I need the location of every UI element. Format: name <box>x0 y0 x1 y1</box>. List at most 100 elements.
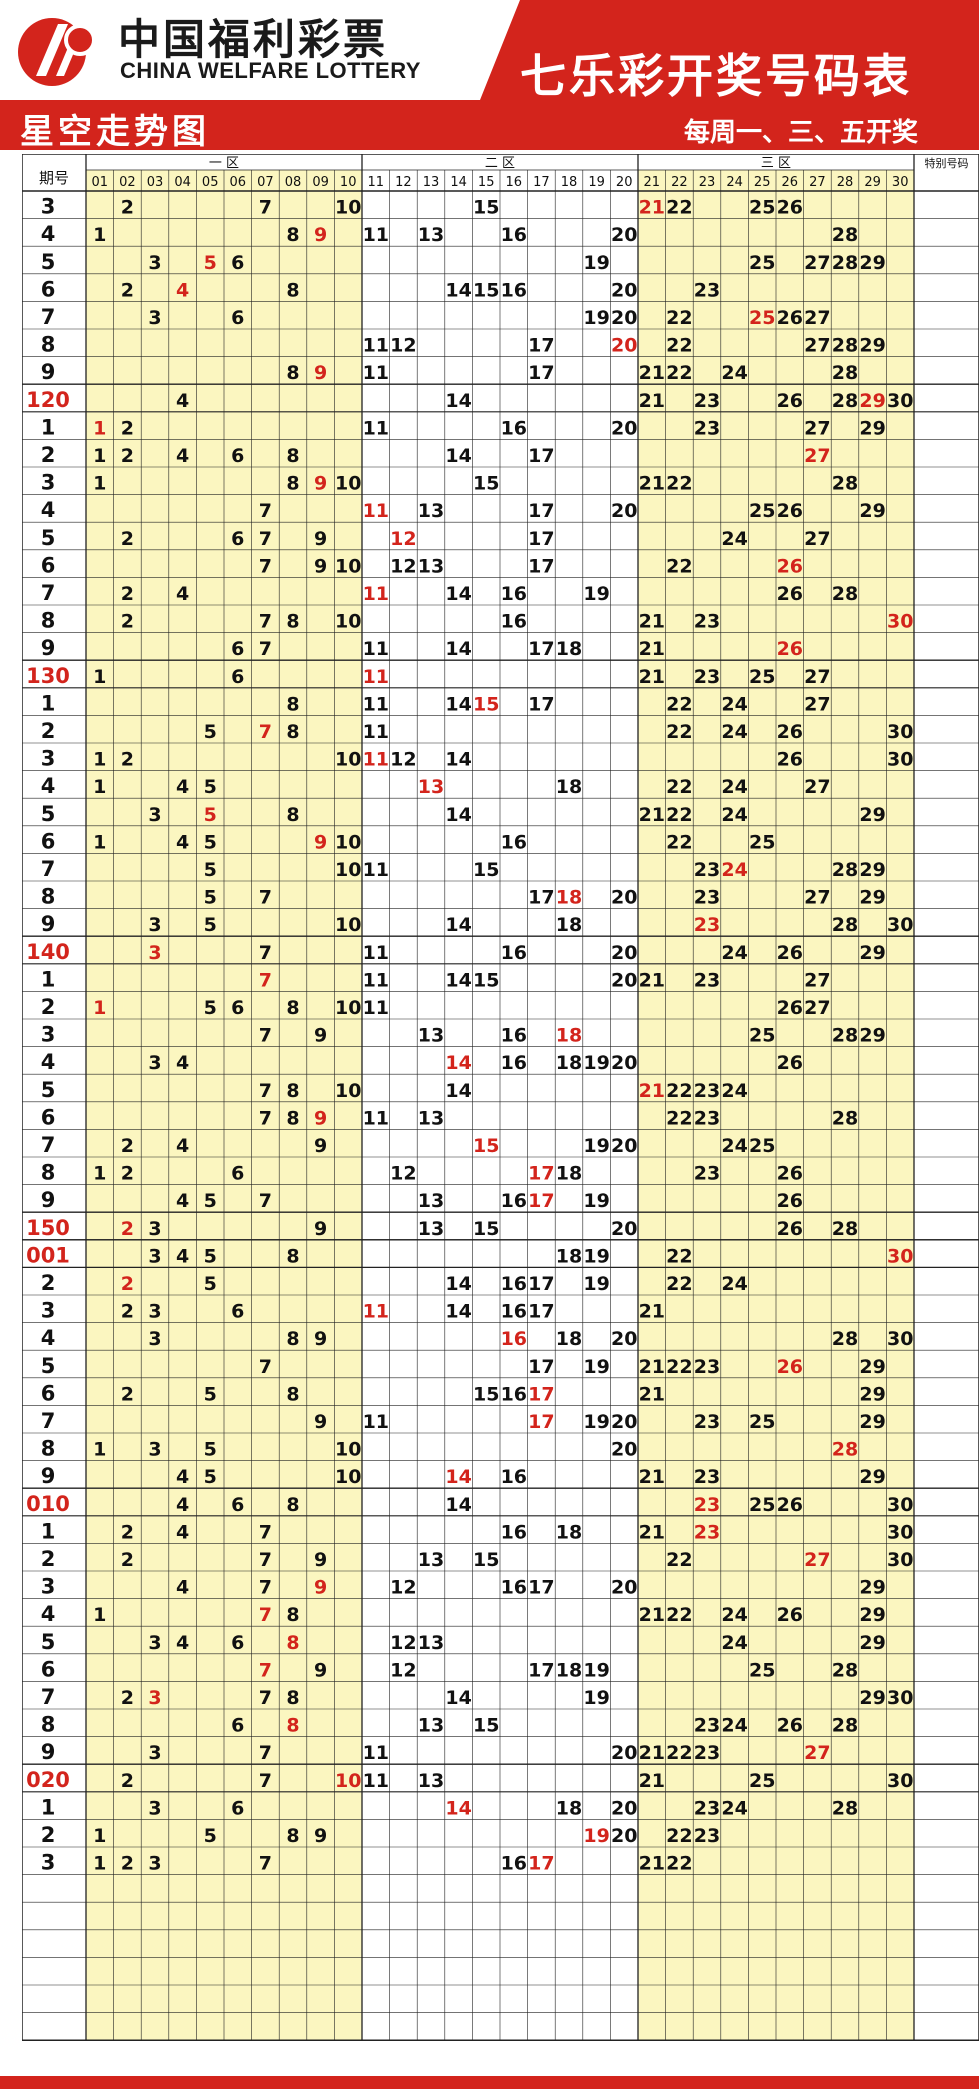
drawn-number: 25 <box>749 197 775 219</box>
drawn-number: 13 <box>418 1632 444 1654</box>
drawn-number: 25 <box>749 1659 775 1681</box>
drawn-number: 9 <box>314 1135 327 1157</box>
drawn-number: 16 <box>501 1190 527 1212</box>
drawn-number: 27 <box>804 776 830 798</box>
drawn-number: 17 <box>528 1273 554 1295</box>
drawn-number: 25 <box>749 1494 775 1516</box>
drawn-number: 13 <box>418 776 444 798</box>
drawn-number: 26 <box>777 500 803 522</box>
drawn-number: 15 <box>473 693 499 715</box>
drawn-number: 3 <box>148 942 161 964</box>
drawn-number: 10 <box>335 1770 361 1792</box>
drawn-number: 7 <box>259 1742 272 1764</box>
drawn-number: 6 <box>231 638 244 660</box>
drawn-number: 29 <box>859 859 885 881</box>
footer-bar <box>0 2076 979 2089</box>
drawn-number: 2 <box>121 1383 134 1405</box>
drawn-number: 27 <box>804 693 830 715</box>
drawn-number: 2 <box>121 279 134 301</box>
drawn-number: 9 <box>314 1025 327 1047</box>
period-label: 6 <box>41 277 56 301</box>
drawn-number: 23 <box>694 417 720 439</box>
drawn-number: 26 <box>777 1190 803 1212</box>
period-label: 8 <box>41 609 56 633</box>
drawn-number: 14 <box>445 1466 471 1488</box>
drawn-number: 3 <box>148 1218 161 1240</box>
drawn-number: 28 <box>832 914 858 936</box>
drawn-number: 20 <box>611 417 637 439</box>
drawn-number: 6 <box>231 1715 244 1737</box>
drawn-number: 28 <box>832 224 858 246</box>
drawn-number: 15 <box>473 1549 499 1571</box>
period-label: 5 <box>41 1630 56 1654</box>
drawn-number: 21 <box>639 1742 665 1764</box>
drawn-number: 19 <box>583 1190 609 1212</box>
column-number-06: 06 <box>230 175 247 190</box>
drawn-number: 3 <box>148 1632 161 1654</box>
drawn-number: 7 <box>259 942 272 964</box>
drawn-number: 30 <box>887 721 913 743</box>
drawn-number: 13 <box>418 555 444 577</box>
drawn-number: 2 <box>121 1218 134 1240</box>
grid-lines <box>22 154 979 2041</box>
drawn-number: 9 <box>314 1577 327 1599</box>
period-label: 010 <box>26 1492 70 1516</box>
drawn-number: 28 <box>832 1328 858 1350</box>
drawn-number: 23 <box>694 1521 720 1543</box>
drawn-number: 17 <box>528 555 554 577</box>
drawn-number: 16 <box>501 1301 527 1323</box>
drawn-number: 21 <box>639 1301 665 1323</box>
drawn-number: 30 <box>887 749 913 771</box>
drawn-number: 8 <box>286 1632 299 1654</box>
draw-schedule: 每周一、三、五开奖 <box>684 118 919 148</box>
drawn-number: 5 <box>204 1466 217 1488</box>
drawn-number: 23 <box>694 914 720 936</box>
drawn-number: 22 <box>666 1853 692 1875</box>
drawn-number: 9 <box>314 831 327 853</box>
drawn-number: 26 <box>777 1218 803 1240</box>
drawn-number: 3 <box>148 1797 161 1819</box>
drawn-number: 10 <box>335 1080 361 1102</box>
drawn-number: 14 <box>445 1494 471 1516</box>
drawn-number: 5 <box>204 1383 217 1405</box>
subtitle-bar <box>0 100 480 150</box>
column-number-22: 22 <box>671 175 688 190</box>
period-label: 1 <box>41 415 56 439</box>
drawn-number: 17 <box>528 638 554 660</box>
drawn-number: 13 <box>418 1715 444 1737</box>
drawn-number: 18 <box>556 887 582 909</box>
column-number-12: 12 <box>395 175 412 190</box>
drawn-number: 21 <box>639 611 665 633</box>
drawn-number: 1 <box>93 445 106 467</box>
drawn-number: 26 <box>777 1494 803 1516</box>
drawn-number: 18 <box>556 776 582 798</box>
drawn-number: 23 <box>694 859 720 881</box>
drawn-number: 19 <box>583 1356 609 1378</box>
drawn-number: 28 <box>832 390 858 412</box>
drawn-number: 12 <box>390 1632 416 1654</box>
drawn-number: 20 <box>611 1439 637 1461</box>
drawn-number: 6 <box>231 252 244 274</box>
drawn-number: 10 <box>335 831 361 853</box>
drawn-number: 4 <box>176 776 189 798</box>
drawn-number: 29 <box>859 417 885 439</box>
drawn-number: 6 <box>231 307 244 329</box>
drawn-number: 5 <box>204 252 217 274</box>
drawn-number: 3 <box>148 1687 161 1709</box>
drawn-number: 29 <box>859 500 885 522</box>
drawn-number: 11 <box>363 749 389 771</box>
period-label: 4 <box>41 498 56 522</box>
column-number-29: 29 <box>864 175 881 190</box>
drawn-number: 7 <box>259 887 272 909</box>
drawn-number: 15 <box>473 197 499 219</box>
drawn-number: 21 <box>639 1356 665 1378</box>
drawn-number: 26 <box>777 721 803 743</box>
drawn-number: 27 <box>804 307 830 329</box>
drawn-number: 17 <box>528 1356 554 1378</box>
drawn-number: 21 <box>639 1853 665 1875</box>
drawn-number: 6 <box>231 1301 244 1323</box>
drawn-number: 18 <box>556 914 582 936</box>
drawn-number: 4 <box>176 390 189 412</box>
column-number-26: 26 <box>782 175 799 190</box>
drawn-number: 24 <box>721 1797 747 1819</box>
